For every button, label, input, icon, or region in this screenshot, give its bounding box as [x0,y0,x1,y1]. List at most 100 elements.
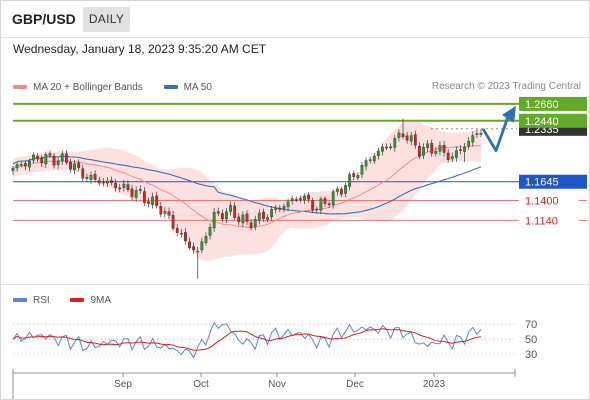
candle [138,185,142,194]
candle [134,186,138,202]
candle [274,204,278,214]
candle-body [319,198,323,211]
candle [179,228,183,238]
candle [56,157,60,169]
candle-body [422,146,425,156]
candle [184,228,187,245]
candle [130,184,134,201]
candle [348,171,352,191]
candle-body [381,146,384,152]
candle-body [257,212,261,221]
candle [225,207,228,224]
candle [331,189,335,209]
candle-body [405,135,409,141]
candle [475,129,479,139]
ma20-line [12,145,481,229]
candle [356,172,360,181]
candle-body [459,149,462,151]
x-axis-tick-label: Dec [346,379,364,390]
candle [97,176,101,186]
candle [307,192,310,203]
candle [81,165,85,181]
candle-body [430,143,434,154]
candle [163,207,167,218]
legend-swatch-ma20 [13,85,27,89]
candle-body [479,133,483,135]
candle [220,209,224,223]
candle [319,196,323,215]
candle-body [368,159,372,161]
candle-body [32,154,35,161]
candle [151,192,154,209]
candle-body [360,164,364,175]
candle [175,224,179,237]
candle-body [130,188,134,197]
candle [73,160,76,174]
candle [294,196,298,203]
candle-body [237,216,241,223]
candle-body [147,201,150,204]
rsi-tick-label: 50 [525,334,537,346]
candle [282,203,286,213]
candle [159,202,163,218]
candle [60,150,64,165]
candle-body [385,146,388,149]
candle-body [85,177,89,179]
rsi-legend: RSI 9MA [13,294,129,306]
candle [32,152,35,164]
candle [257,209,261,225]
candle-body [52,155,56,166]
candle [28,158,31,172]
price-tag-label: 1.1645 [525,177,559,189]
candle-body [106,180,109,184]
candle-body [97,180,101,184]
x-axis-tick-label: Oct [193,379,209,390]
candle [200,237,204,254]
candle-body [151,196,154,205]
price-tag-bg [519,113,587,128]
candle [64,150,68,165]
candle-body [397,132,401,138]
candle-body [134,190,138,198]
candle [216,207,220,217]
candle-body [311,200,315,211]
candle-body [184,232,187,242]
candle-body [413,134,417,146]
candle [253,215,257,231]
price-tag-bg [519,96,587,111]
x-axis-tick-label: Sep [114,379,132,390]
candle-body [159,206,163,215]
candle [450,152,454,163]
candle [147,197,150,208]
candle-body [442,144,446,153]
legend-swatch-rsi [13,298,27,302]
candle-body [225,211,228,220]
timeframe-button[interactable]: DAILY [83,7,130,32]
legend-item-9ma: 9MA [70,295,111,306]
candle-body [290,198,294,202]
legend-label-ma20: MA 20 + Bollinger Bands [33,81,143,93]
forecast-arrow [481,113,511,153]
candle-body [77,162,81,168]
candle [286,198,290,212]
candle-body [15,164,19,169]
candle [372,152,376,164]
candle [15,162,19,172]
candle [48,150,52,159]
rsi-tick-label: 30 [525,349,537,361]
candle-body [216,211,220,214]
forecast-arrow-head [502,105,516,123]
candle [110,176,113,186]
candle-body [245,213,249,222]
candle-body [282,206,286,210]
candle [93,170,97,183]
candle-body [438,145,442,152]
candle [442,141,446,157]
candle [389,143,393,151]
candle [40,155,44,167]
candle-body [200,241,204,251]
candle-body [463,147,466,152]
candle [315,206,319,214]
candle [77,159,81,172]
candle-body [389,146,393,149]
